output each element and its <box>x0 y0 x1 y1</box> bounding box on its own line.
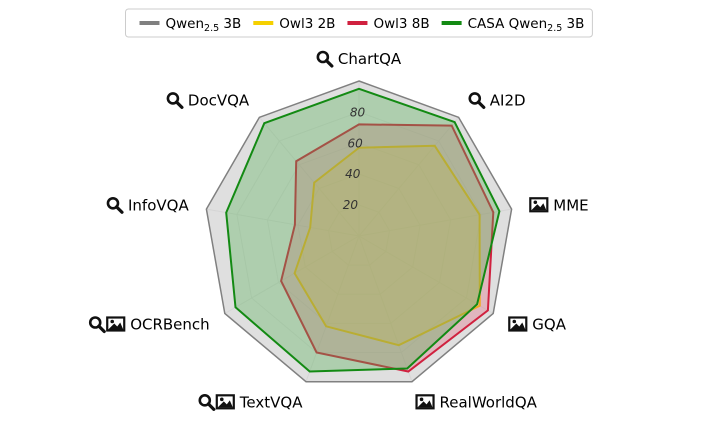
category-label-text: TextVQA <box>239 393 303 411</box>
category-label-realworldqa: RealWorldQA <box>417 393 538 411</box>
r-tick-label: 80 <box>350 105 366 119</box>
legend-label: Qwen2.5 3B <box>166 16 242 34</box>
category-label-gqa: GQA <box>509 316 566 334</box>
category-label-text: ChartQA <box>338 50 402 68</box>
category-label-infovqa: InfoVQA <box>108 196 189 214</box>
legend: Qwen2.5 3B Owl3 2B Owl3 8B CASA Qwen2.5 3B <box>126 9 593 37</box>
image-icon <box>530 198 547 211</box>
image-icon <box>107 318 124 331</box>
category-label-text: GQA <box>532 316 566 334</box>
legend-label: Owl3 2B <box>279 16 335 32</box>
category-label-ocrbench: OCRBench <box>90 316 209 334</box>
magnifier-icon <box>200 395 214 409</box>
category-label-textvqa: TextVQA <box>200 393 303 411</box>
category-label-text: OCRBench <box>130 316 209 334</box>
r-tick-label: 60 <box>347 136 363 150</box>
category-label-text: DocVQA <box>188 91 250 109</box>
category-label-text: RealWorldQA <box>440 393 538 411</box>
category-label-text: MME <box>553 196 588 214</box>
image-icon <box>509 318 526 331</box>
image-icon <box>217 395 234 408</box>
r-tick-label: 20 <box>343 198 359 212</box>
category-label-ai2d: AI2D <box>470 91 526 109</box>
magnifier-icon <box>90 318 104 332</box>
image-icon <box>417 395 434 408</box>
radar-series <box>206 81 511 382</box>
category-label-text: AI2D <box>490 91 526 109</box>
r-tick-label: 40 <box>345 167 361 181</box>
category-label-docvqa: DocVQA <box>168 91 250 109</box>
category-label-chartqa: ChartQA <box>318 50 402 68</box>
magnifier-icon <box>108 198 122 212</box>
legend-label: Owl3 8B <box>373 16 429 32</box>
magnifier-icon <box>470 93 484 107</box>
legend-label: CASA Qwen2.5 3B <box>468 16 585 34</box>
category-label-mme: MME <box>530 196 588 214</box>
magnifier-icon <box>168 93 182 107</box>
magnifier-icon <box>318 52 332 66</box>
category-label-text: InfoVQA <box>128 196 189 214</box>
